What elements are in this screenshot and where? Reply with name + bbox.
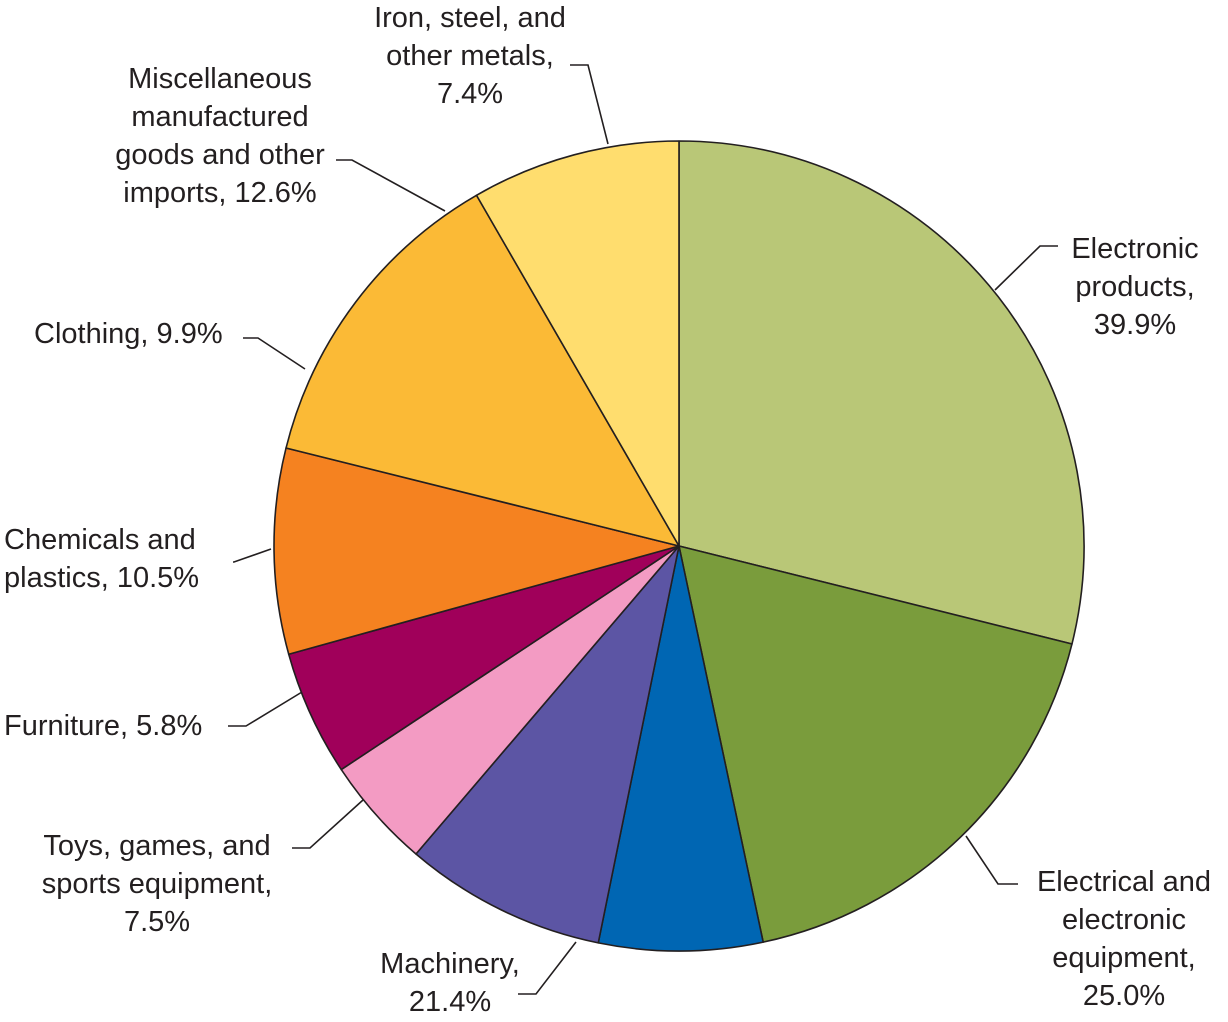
slice-label-line: Electrical and (1037, 866, 1211, 898)
pie-slice-clothing (273, 447, 680, 656)
slice-label-line: Electronic (1071, 233, 1198, 265)
pie-slice-machinery (597, 545, 764, 952)
slice-label-line: plastics, 10.5% (4, 562, 199, 594)
slice-label-furniture: Furniture, 5.8% (4, 710, 202, 742)
leader-line-toys-games-sports (292, 799, 364, 849)
slice-label-misc-manufactured: Miscellaneous manufactured goods and other… (115, 63, 325, 209)
leader-line-chemicals-plastics (233, 548, 272, 563)
slice-label-line: 7.4% (437, 78, 503, 110)
slice-label-line: imports, 12.6% (123, 177, 316, 209)
slice-label-machinery: Machinery, 21.4% (380, 948, 520, 1018)
slice-label-line: sports equipment, (42, 868, 273, 900)
leader-lines-layer (228, 64, 1058, 995)
slice-label-line: Clothing, 9.9% (34, 318, 223, 350)
slice-label-toys-games-sports: Toys, games, and sports equipment, 7.5% (42, 830, 273, 938)
slice-label-line: 7.5% (124, 906, 190, 938)
leader-line-machinery (518, 941, 577, 995)
slice-label-line: products, (1075, 271, 1194, 303)
pie-slice-electrical-equipment (678, 545, 1073, 943)
slice-label-electrical-equipment: Electrical and electronic equipment, 25.0% (1037, 866, 1211, 1012)
pie-slice-iron-steel-metals (475, 140, 680, 547)
pie-slice-toys-games-sports (415, 545, 680, 944)
slice-label-line: 39.9% (1094, 309, 1176, 341)
pie-slice-electronic-products (678, 140, 1085, 645)
leader-line-iron-steel-metals (570, 64, 609, 145)
slice-label-line: Furniture, 5.8% (4, 710, 202, 742)
labels-layer: Electronic products, 39.9% Electrical and el… (4, 2, 1211, 1018)
slice-label-line: goods and other (115, 139, 325, 171)
pie-slice-misc-manufactured (285, 194, 680, 547)
slices-layer (273, 140, 1085, 952)
slice-label-line: electronic (1062, 904, 1186, 936)
leader-line-electrical-equipment (965, 835, 1018, 885)
slice-label-clothing: Clothing, 9.9% (34, 318, 223, 350)
slice-label-line: other metals, (386, 40, 554, 72)
slice-label-line: Chemicals and (4, 524, 196, 556)
slice-label-line: Miscellaneous (128, 63, 312, 95)
leader-line-clothing (243, 337, 306, 370)
leader-line-misc-manufactured (336, 159, 446, 212)
leader-line-electronic-products (994, 245, 1058, 291)
slice-label-chemicals-plastics: Chemicals and plastics, 10.5% (4, 524, 199, 594)
slice-label-line: Machinery, (380, 948, 520, 980)
slice-label-line: manufactured (131, 101, 308, 133)
slice-label-line: 21.4% (409, 986, 491, 1018)
slice-label-line: Iron, steel, and (374, 2, 566, 34)
slice-label-electronic-products: Electronic products, 39.9% (1071, 233, 1198, 341)
leader-line-furniture (228, 691, 303, 727)
slice-label-line: 25.0% (1083, 980, 1165, 1012)
slice-label-line: Toys, games, and (43, 830, 270, 862)
slice-label-line: equipment, (1052, 942, 1196, 974)
slice-label-iron-steel-metals: Iron, steel, and other metals, 7.4% (374, 2, 566, 110)
